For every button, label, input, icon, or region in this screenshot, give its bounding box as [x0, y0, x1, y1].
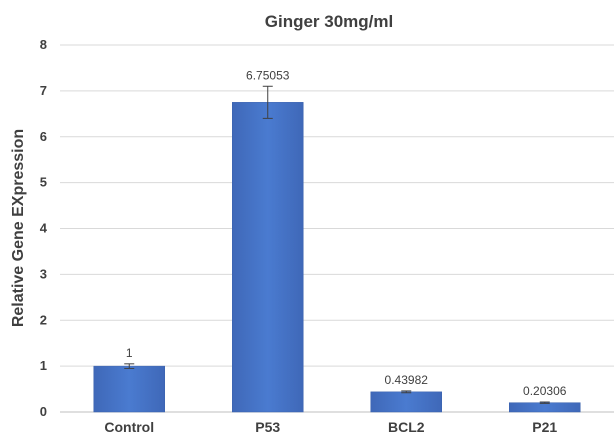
x-tick-label: P53 — [255, 419, 280, 435]
y-tick-label: 3 — [40, 266, 47, 281]
bar-p21 — [509, 402, 581, 413]
chart-title: Ginger 30mg/ml — [265, 12, 393, 31]
x-tick-label: BCL2 — [388, 419, 425, 435]
data-label: 6.75053 — [246, 68, 290, 82]
data-label: 0.43982 — [385, 373, 429, 387]
error-bar — [401, 390, 412, 394]
bar-control — [93, 365, 165, 413]
y-tick-label: 2 — [40, 312, 47, 327]
y-tick-label: 7 — [40, 83, 47, 98]
gridlines — [60, 44, 614, 413]
y-tick-label: 0 — [40, 404, 47, 419]
error-bar — [539, 401, 550, 404]
y-tick-labels: 0 1 2 3 4 5 6 7 8 — [40, 37, 48, 419]
error-bar — [262, 85, 273, 119]
bars: 1 6.75053 0.43982 0.20306 — [93, 68, 581, 413]
data-label: 1 — [126, 346, 133, 360]
bar-p53 — [232, 102, 304, 413]
x-tick-label: P21 — [532, 419, 557, 435]
data-label: 0.20306 — [523, 384, 567, 398]
y-tick-label: 8 — [40, 37, 47, 52]
bar-bcl2 — [370, 391, 442, 413]
y-tick-label: 5 — [40, 175, 47, 190]
y-axis-label: Relative Gene EXpression — [10, 129, 27, 327]
y-tick-label: 6 — [40, 129, 47, 144]
x-tick-labels: Control P53 BCL2 P21 — [104, 419, 557, 435]
error-bar — [124, 363, 135, 369]
y-tick-label: 1 — [40, 358, 47, 373]
y-tick-label: 4 — [40, 221, 48, 236]
x-tick-label: Control — [104, 419, 154, 435]
